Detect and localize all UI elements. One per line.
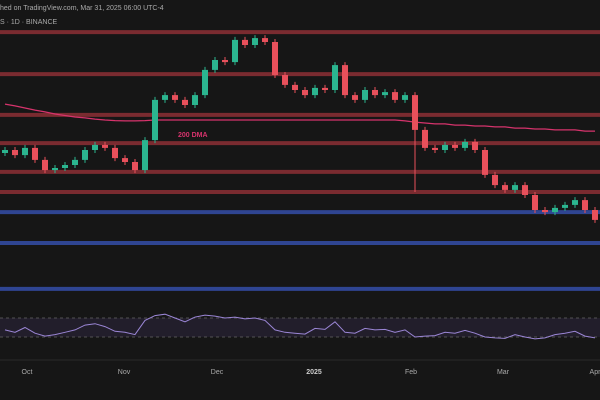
candle-body — [502, 185, 508, 190]
candle-body — [12, 150, 18, 156]
candle-body — [2, 150, 8, 153]
candle-body — [542, 210, 548, 213]
candle-body — [52, 168, 58, 171]
candle-body — [252, 38, 258, 45]
candle-body — [242, 39, 248, 45]
candle-body — [332, 65, 338, 90]
candle-body — [452, 144, 458, 148]
symbol: S · 1D · BINANCE — [0, 19, 58, 26]
candle-body — [432, 147, 438, 150]
candle-body — [392, 92, 398, 100]
candle-body — [382, 92, 388, 96]
candle-body — [152, 99, 158, 141]
candle-body — [172, 95, 178, 100]
candle-body — [402, 95, 408, 100]
x-tick-label: 2025 — [306, 369, 322, 376]
candle-body — [192, 95, 198, 105]
candle-body — [22, 147, 28, 156]
candle-body — [562, 204, 568, 208]
candle-body — [442, 144, 448, 150]
candle-body — [552, 207, 558, 213]
candle-body — [32, 147, 38, 160]
candle-body — [342, 65, 348, 96]
candle-body — [112, 147, 118, 159]
candle-body — [62, 165, 68, 168]
candle-body — [352, 95, 358, 100]
candle-body — [322, 87, 328, 90]
candle-body — [582, 200, 588, 210]
candle-body — [132, 162, 138, 171]
candle-body — [592, 210, 598, 220]
candle-body — [512, 185, 518, 190]
candle-body — [282, 75, 288, 85]
header: hed on TradingView.com, Mar 31, 2025 06:… — [0, 5, 164, 12]
x-tick-label: Dec — [211, 369, 224, 376]
candle-body — [182, 99, 188, 105]
candle-body — [232, 39, 238, 63]
candle-body — [212, 60, 218, 70]
candle-body — [202, 69, 208, 96]
candle-body — [42, 159, 48, 171]
x-tick-label: Apr — [590, 369, 600, 376]
rsi-line — [4, 313, 596, 340]
candle-body — [482, 150, 488, 175]
candle-body — [222, 60, 228, 63]
dma-line — [4, 103, 595, 132]
candle-body — [472, 141, 478, 150]
x-tick-label: Nov — [118, 369, 131, 376]
candle-body — [292, 84, 298, 90]
candle-body — [572, 200, 578, 205]
candle-body — [412, 95, 418, 130]
candle-body — [142, 140, 148, 171]
candle-body — [532, 195, 538, 210]
candle-body — [312, 87, 318, 96]
candle-body — [82, 150, 88, 160]
candle-body — [492, 174, 498, 186]
candle-body — [462, 141, 468, 148]
candle-body — [272, 42, 278, 75]
dma-label: 200 DMA — [178, 132, 208, 139]
candle-body — [522, 185, 528, 195]
candle-body — [72, 159, 78, 165]
candle-body — [92, 144, 98, 150]
x-tick-label: Oct — [22, 369, 33, 376]
candle-body — [372, 90, 378, 96]
x-tick-label: Feb — [405, 369, 417, 376]
candle-body — [122, 158, 128, 162]
candle-body — [262, 38, 268, 42]
candle-body — [422, 129, 428, 148]
candle-body — [162, 95, 168, 100]
x-tick-label: Mar — [497, 369, 510, 376]
candle-body — [362, 90, 368, 100]
candle-body — [302, 90, 308, 96]
candle-body — [102, 144, 108, 148]
